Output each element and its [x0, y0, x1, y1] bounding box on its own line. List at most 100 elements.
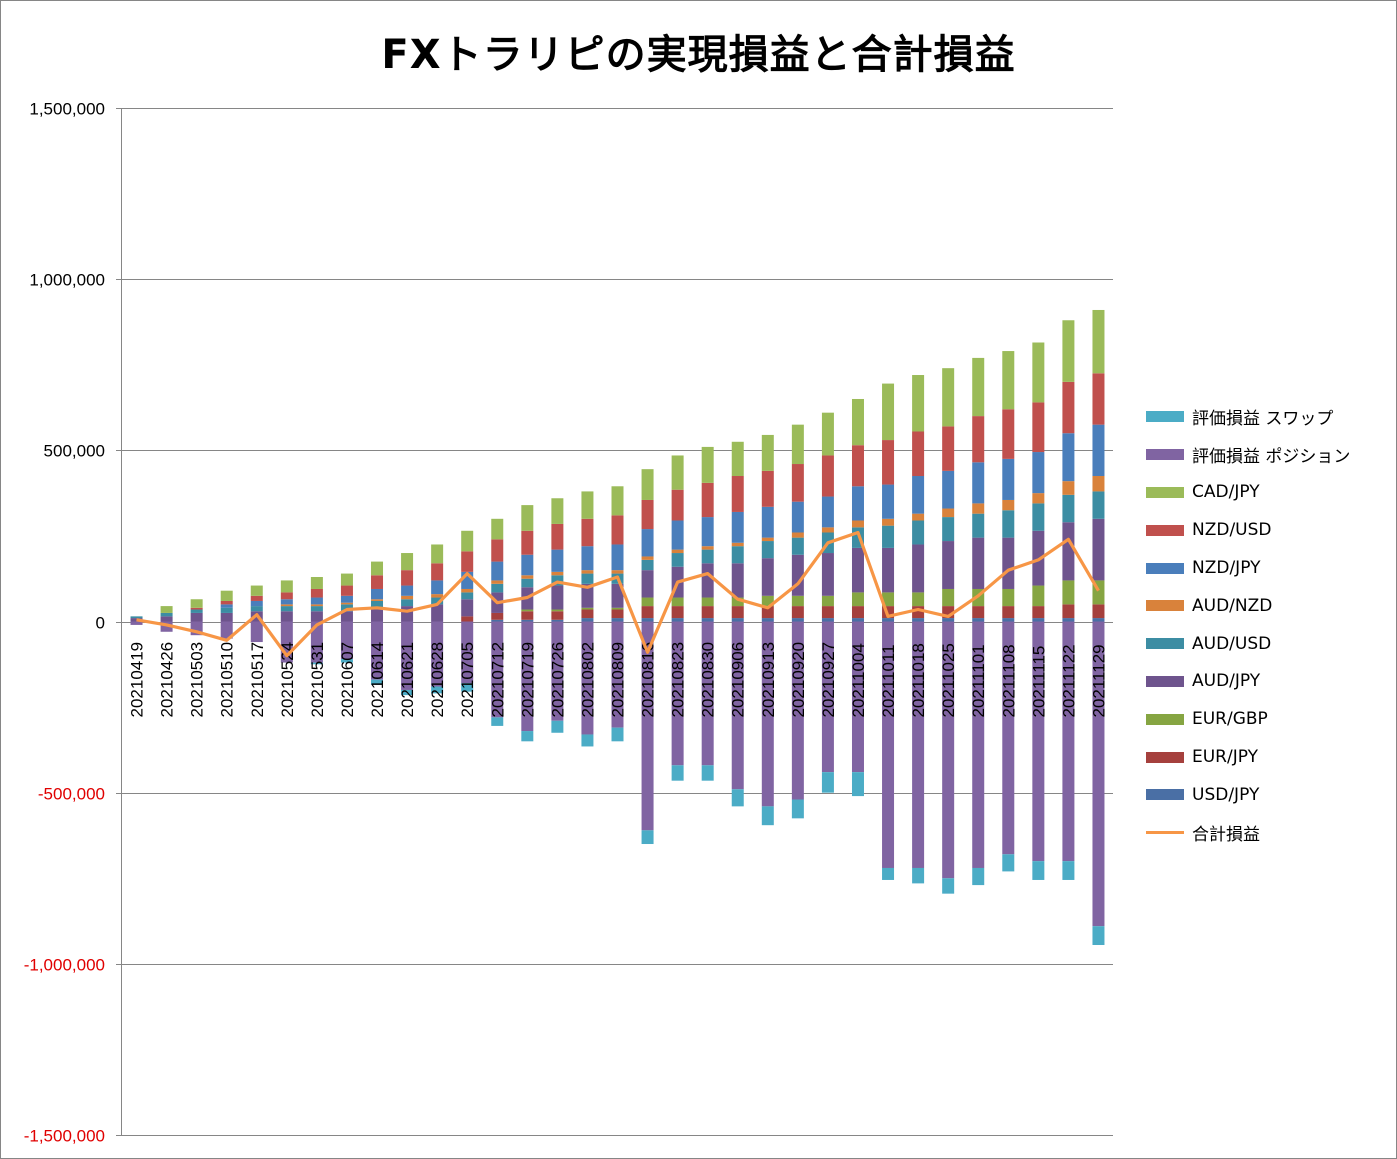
bar-nzd-usd-20210823 — [671, 489, 684, 521]
bar-eur-gbp-20210927 — [821, 595, 834, 607]
bar-nzd-jpy-20210517 — [250, 600, 263, 607]
bar---20211115 — [1032, 861, 1045, 880]
bar---20211101 — [972, 621, 985, 868]
bar---20211108 — [1002, 854, 1015, 872]
bar-nzd-jpy-20211129 — [1092, 424, 1105, 477]
bar-aud-jpy-20210628 — [431, 604, 444, 622]
bar-usd-jpy-20210726 — [551, 619, 564, 622]
bar---20210705 — [461, 683, 474, 692]
bar-nzd-jpy-20210809 — [611, 544, 624, 571]
legend: 評価損益 スワップ 評価損益 ポジション CAD/JPY NZD/USD NZD/JPY… — [1146, 398, 1391, 852]
bar---20211011 — [882, 621, 895, 868]
legend-swatch — [1146, 751, 1184, 763]
bar-nzd-usd-20210913 — [761, 470, 774, 507]
x-tick-label: 20210607 — [338, 642, 357, 718]
bar-cad-jpy-20210719 — [521, 505, 534, 531]
bar-nzd-jpy-20210927 — [821, 496, 834, 528]
bar-aud-usd-20211018 — [912, 520, 925, 545]
bar-aud-jpy-20211108 — [1002, 537, 1015, 589]
bar---20210607 — [340, 621, 353, 660]
bar-aud-usd-20210726 — [551, 575, 564, 586]
y-tick-label: 1,500,000 — [29, 100, 105, 119]
x-tick-label: 20211101 — [969, 644, 988, 717]
bar---20210621 — [401, 621, 414, 690]
bar-aud-usd-20210614 — [371, 600, 384, 608]
bar-aud-nzd-20210719 — [521, 575, 534, 579]
x-tick-label: 20211025 — [939, 643, 958, 717]
legend-item: AUD/USD — [1146, 625, 1391, 663]
bar-cad-jpy-20211122 — [1062, 320, 1075, 382]
bar-usd-jpy-20210816 — [641, 618, 654, 622]
bar-eur-gbp-20210913 — [761, 595, 774, 607]
bar-aud-jpy-20210920 — [791, 554, 804, 596]
x-tick-label: 20211129 — [1089, 644, 1108, 717]
bar-cad-jpy-20211101 — [972, 357, 985, 417]
bar-eur-jpy-20211122 — [1062, 604, 1075, 619]
y-tick-label: -500,000 — [38, 785, 105, 804]
bar-nzd-usd-20211011 — [882, 440, 895, 485]
legend-swatch — [1146, 600, 1184, 612]
legend-item: NZD/JPY — [1146, 549, 1391, 587]
bar-eur-gbp-20211011 — [882, 592, 895, 607]
bar-aud-nzd-20210524 — [280, 604, 293, 607]
x-tick-label: 20210823 — [669, 642, 688, 718]
bar-usd-jpy-20211122 — [1062, 618, 1075, 622]
bar-aud-usd-20210719 — [521, 578, 534, 588]
bar-eur-gbp-20210816 — [641, 597, 654, 607]
bar-usd-jpy-20210913 — [761, 618, 774, 622]
bar-aud-nzd-20211018 — [912, 513, 925, 521]
legend-swatch — [1146, 411, 1184, 423]
bar-aud-jpy-20211018 — [912, 544, 925, 593]
bar-aud-usd-20210913 — [761, 541, 774, 559]
bar---20211115 — [1032, 621, 1045, 862]
legend-label: EUR/JPY — [1192, 747, 1258, 768]
bar---20210614 — [371, 621, 384, 680]
bar-eur-gbp-20211108 — [1002, 588, 1015, 607]
legend-item: AUD/NZD — [1146, 587, 1391, 625]
bar-nzd-usd-20210628 — [431, 563, 444, 581]
bar-aud-nzd-20210906 — [731, 542, 744, 547]
bar-nzd-jpy-20211122 — [1062, 433, 1075, 482]
bar-cad-jpy-20210913 — [761, 434, 774, 471]
bar-aud-usd-20210823 — [671, 553, 684, 567]
y-tick-label: 0 — [96, 614, 105, 633]
bar-aud-jpy-20211122 — [1062, 522, 1075, 581]
x-tick-label: 20210503 — [188, 642, 207, 718]
bar---20210830 — [701, 765, 714, 781]
bar-eur-jpy-20211101 — [972, 606, 985, 619]
x-tick-label: 20210913 — [759, 642, 778, 718]
bar-eur-jpy-20210809 — [611, 609, 624, 619]
bar-usd-jpy-20211108 — [1002, 618, 1015, 622]
bar-aud-nzd-20210927 — [821, 527, 834, 533]
bar-nzd-usd-20210517 — [250, 595, 263, 601]
bar-eur-jpy-20210830 — [701, 606, 714, 619]
bar-nzd-usd-20210614 — [371, 575, 384, 589]
bar---20210712 — [491, 717, 504, 726]
x-tick-label: 20210419 — [128, 642, 147, 718]
bar---20210816 — [641, 830, 654, 845]
bar---20211018 — [912, 621, 925, 868]
chart-title: FXトラリピの実現損益と合計損益 — [381, 32, 1016, 78]
bar-aud-jpy-20210531 — [310, 611, 323, 622]
bar-aud-nzd-20210823 — [671, 549, 684, 554]
x-tick-label: 20211115 — [1029, 646, 1048, 718]
x-tick-label: 20210719 — [518, 642, 537, 718]
bar-aud-usd-20210607 — [340, 604, 353, 612]
bar---20210809 — [611, 621, 624, 728]
bar-nzd-usd-20211129 — [1092, 373, 1105, 425]
legend-swatch — [1146, 789, 1184, 801]
legend-label: CAD/JPY — [1192, 482, 1260, 503]
bar-nzd-usd-20210809 — [611, 515, 624, 545]
bar-eur-jpy-20210920 — [791, 606, 804, 619]
bar-aud-jpy-20210906 — [731, 563, 744, 598]
bar-aud-jpy-20210816 — [641, 570, 654, 598]
bar-usd-jpy-20210712 — [491, 619, 504, 622]
bar-nzd-jpy-20210719 — [521, 554, 534, 576]
bar-aud-usd-20210621 — [401, 599, 414, 607]
bar-eur-jpy-20210913 — [761, 606, 774, 619]
bar-aud-jpy-20210524 — [280, 611, 293, 622]
bar-cad-jpy-20210920 — [791, 424, 804, 465]
bar-cad-jpy-20210816 — [641, 469, 654, 500]
bar-aud-usd-20210503 — [190, 609, 203, 613]
bar-cad-jpy-20210712 — [491, 518, 504, 540]
